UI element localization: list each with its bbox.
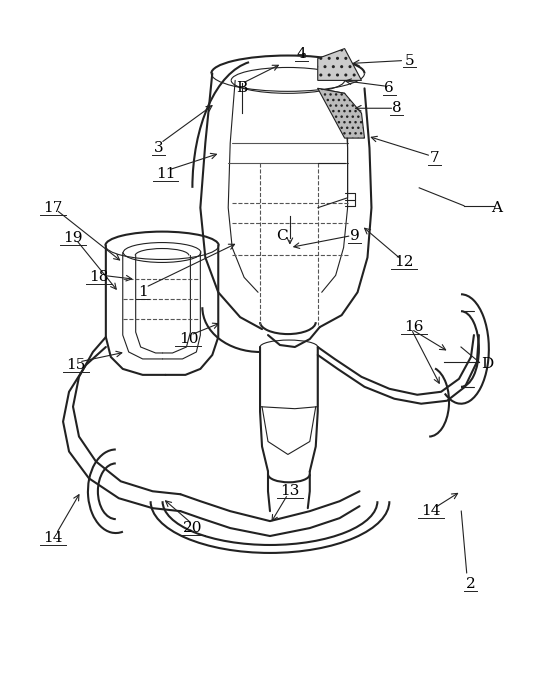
Text: 10: 10 xyxy=(178,332,198,346)
Text: 9: 9 xyxy=(349,229,360,243)
Text: 11: 11 xyxy=(156,167,175,181)
Text: 15: 15 xyxy=(66,358,86,372)
Text: D: D xyxy=(481,357,493,371)
Text: 7: 7 xyxy=(429,151,439,165)
Text: 13: 13 xyxy=(280,484,300,498)
Polygon shape xyxy=(318,49,361,80)
Text: 2: 2 xyxy=(466,577,476,591)
Text: 14: 14 xyxy=(421,504,441,518)
Text: 18: 18 xyxy=(89,270,109,284)
Text: 14: 14 xyxy=(43,531,63,545)
Text: 6: 6 xyxy=(384,82,394,95)
Text: C: C xyxy=(276,229,288,243)
Text: 5: 5 xyxy=(405,54,414,68)
Text: 19: 19 xyxy=(63,231,83,245)
Text: 12: 12 xyxy=(394,255,414,270)
Text: 4: 4 xyxy=(297,47,307,61)
Text: 3: 3 xyxy=(154,141,163,155)
Polygon shape xyxy=(318,89,364,138)
Text: 20: 20 xyxy=(183,521,202,535)
Text: 1: 1 xyxy=(138,285,147,299)
Text: 8: 8 xyxy=(391,101,401,115)
Text: A: A xyxy=(491,201,502,215)
Text: B: B xyxy=(236,82,248,95)
Text: 16: 16 xyxy=(405,320,424,334)
Text: 17: 17 xyxy=(43,201,63,215)
